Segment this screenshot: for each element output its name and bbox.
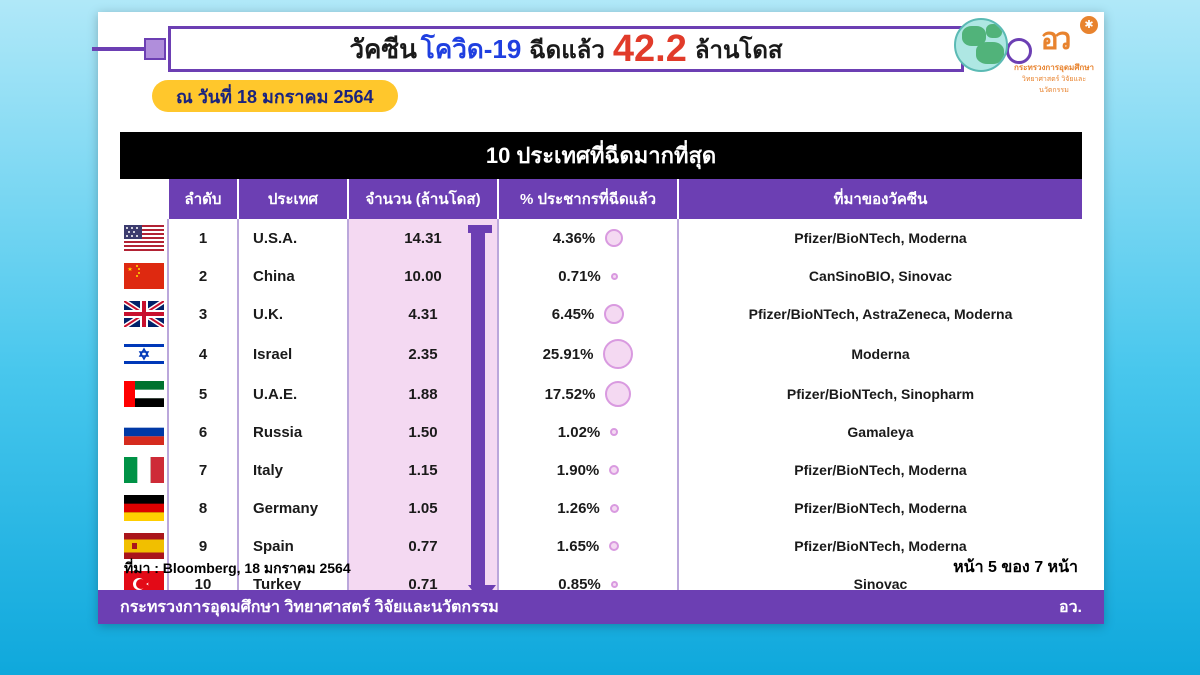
table-row: 3U.K.4.316.45%Pfizer/BioNTech, AstraZene… xyxy=(120,295,1082,333)
table-row: 4Israel2.3525.91%Moderna xyxy=(120,333,1082,375)
globe-icon xyxy=(954,18,1008,72)
rank-cell: 6 xyxy=(168,413,238,451)
table-row: 5U.A.E.1.8817.52%Pfizer/BioNTech, Sinoph… xyxy=(120,375,1082,413)
th-vaccine: ที่มาของวัคซีน xyxy=(678,179,1082,219)
amount-cell: 2.35 xyxy=(348,333,498,375)
percent-cell: 6.45% xyxy=(498,295,678,333)
footer-page: หน้า 5 ของ 7 หน้า xyxy=(953,555,1078,580)
amount-cell: 1.50 xyxy=(348,413,498,451)
title-bar: วัคซีน โควิด-19 ฉีดแล้ว 42.2 ล้านโดส xyxy=(168,26,964,72)
rank-cell: 4 xyxy=(168,333,238,375)
flag-cell xyxy=(120,295,168,333)
amount-cell: 14.31 xyxy=(348,219,498,257)
vaccine-cell: Pfizer/BioNTech, Moderna xyxy=(678,489,1082,527)
th-country: ประเทศ xyxy=(238,179,348,219)
amount-cell: 0.77 xyxy=(348,527,498,565)
amount-cell: 1.88 xyxy=(348,375,498,413)
country-cell: U.S.A. xyxy=(238,219,348,257)
country-cell: China xyxy=(238,257,348,295)
flag-cell xyxy=(120,451,168,489)
flag-cell xyxy=(120,375,168,413)
percent-cell: 25.91% xyxy=(498,333,678,375)
rank-cell: 8 xyxy=(168,489,238,527)
th-rank: ลำดับ xyxy=(168,179,238,219)
vaccine-table: ลำดับ ประเทศ จำนวน (ล้านโดส) % ประชากรที… xyxy=(120,179,1082,603)
percent-cell: 17.52% xyxy=(498,375,678,413)
flag-cell xyxy=(120,413,168,451)
table-row: 1U.S.A.14.314.36%Pfizer/BioNTech, Modern… xyxy=(120,219,1082,257)
ministry-logo: ✱ อว กระทรวงการอุดมศึกษา วิทยาศาสตร์ วิจ… xyxy=(1010,16,1098,96)
percent-cell: 0.71% xyxy=(498,257,678,295)
footer-bar: กระทรวงการอุดมศึกษา วิทยาศาสตร์ วิจัยและ… xyxy=(98,590,1104,624)
country-cell: Russia xyxy=(238,413,348,451)
country-cell: Italy xyxy=(238,451,348,489)
title-number: 42.2 xyxy=(613,28,687,71)
vaccine-cell: Pfizer/BioNTech, AstraZeneca, Moderna xyxy=(678,295,1082,333)
rank-cell: 1 xyxy=(168,219,238,257)
rank-cell: 2 xyxy=(168,257,238,295)
title-pre: วัคซีน xyxy=(349,29,416,70)
percent-cell: 1.90% xyxy=(498,451,678,489)
country-cell: U.K. xyxy=(238,295,348,333)
footer-ministry: กระทรวงการอุดมศึกษา วิทยาศาสตร์ วิจัยและ… xyxy=(120,595,499,620)
vaccine-cell: Pfizer/BioNTech, Moderna xyxy=(678,219,1082,257)
footer-abbrev: อว. xyxy=(1059,595,1082,620)
vaccine-cell: Pfizer/BioNTech, Sinopharm xyxy=(678,375,1082,413)
country-cell: U.A.E. xyxy=(238,375,348,413)
vaccine-cell: Moderna xyxy=(678,333,1082,375)
percent-cell: 4.36% xyxy=(498,219,678,257)
atom-icon: ✱ xyxy=(1080,16,1098,34)
vaccine-cell: CanSinoBIO, Sinovac xyxy=(678,257,1082,295)
amount-cell: 1.05 xyxy=(348,489,498,527)
table-row: 8Germany1.051.26%Pfizer/BioNTech, Modern… xyxy=(120,489,1082,527)
rank-cell: 7 xyxy=(168,451,238,489)
percent-cell: 1.02% xyxy=(498,413,678,451)
amount-cell: 1.15 xyxy=(348,451,498,489)
vaccine-cell: Pfizer/BioNTech, Moderna xyxy=(678,451,1082,489)
amount-cell: 4.31 xyxy=(348,295,498,333)
title-mid: ฉีดแล้ว xyxy=(529,30,605,69)
percent-cell: 1.65% xyxy=(498,527,678,565)
table-row: 7Italy1.151.90%Pfizer/BioNTech, Moderna xyxy=(120,451,1082,489)
country-cell: Israel xyxy=(238,333,348,375)
flag-cell xyxy=(120,333,168,375)
infographic-card: วัคซีน โควิด-19 ฉีดแล้ว 42.2 ล้านโดส ✱ อ… xyxy=(98,12,1104,624)
flag-cell xyxy=(120,489,168,527)
amount-cell: 10.00 xyxy=(348,257,498,295)
date-pill: ณ วันที่ 18 มกราคม 2564 xyxy=(152,80,398,112)
footer-source: ที่มา : Bloomberg, 18 มกราคม 2564 xyxy=(124,558,351,580)
th-percent: % ประชากรที่ฉีดแล้ว xyxy=(498,179,678,219)
table-title: 10 ประเทศที่ฉีดมากที่สุด xyxy=(120,132,1082,179)
country-cell: Germany xyxy=(238,489,348,527)
flag-cell xyxy=(120,219,168,257)
title-post: ล้านโดส xyxy=(695,30,783,69)
rank-cell: 3 xyxy=(168,295,238,333)
th-amount: จำนวน (ล้านโดส) xyxy=(348,179,498,219)
flag-cell xyxy=(120,257,168,295)
percent-cell: 1.26% xyxy=(498,489,678,527)
table-row: 2China10.000.71%CanSinoBIO, Sinovac xyxy=(120,257,1082,295)
table-container: 10 ประเทศที่ฉีดมากที่สุด ลำดับ ประเทศ จำ… xyxy=(120,132,1082,603)
rank-cell: 5 xyxy=(168,375,238,413)
title-covid: โควิด-19 xyxy=(421,29,521,70)
table-row: 6Russia1.501.02%Gamaleya xyxy=(120,413,1082,451)
syringe-plunger-icon xyxy=(92,32,168,66)
vaccine-cell: Gamaleya xyxy=(678,413,1082,451)
